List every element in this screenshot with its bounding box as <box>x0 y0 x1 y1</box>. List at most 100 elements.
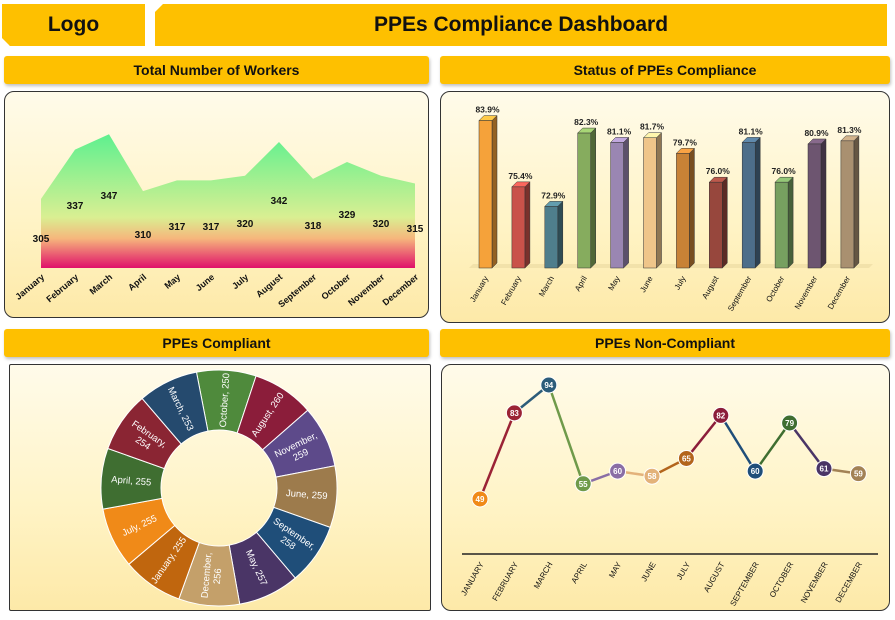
status-bar <box>642 132 663 269</box>
page-title: PPEs Compliance Dashboard <box>373 13 669 36</box>
status-x-tick-label: July <box>673 275 688 292</box>
workers-x-tick-label: February <box>44 272 80 304</box>
workers-x-tick-label: September <box>276 272 318 310</box>
workers-area-series <box>41 134 415 268</box>
noncompliant-point <box>677 449 695 467</box>
status-bar <box>774 176 794 269</box>
noncompliant-point <box>712 406 730 424</box>
workers-data-label: 342 <box>271 196 288 207</box>
status-bar <box>609 136 630 269</box>
noncompliant-data-label: 83 <box>510 409 519 418</box>
noncompliant-section-title: PPEs Non-Compliant <box>594 335 735 351</box>
workers-data-label: 318 <box>305 221 322 232</box>
noncompliant-data-label: 60 <box>751 467 760 476</box>
status-x-tick-label: December <box>826 274 852 311</box>
compliant-slice-label: December,256 <box>200 552 226 600</box>
noncompliant-x-tick-label: NOVEMBER <box>799 560 830 604</box>
noncompliant-line-chart: 49 83 94 55 60 58 65 82 60 79 61 59 JANUARY FEBRUARY M… <box>459 376 878 608</box>
noncompliant-x-tick-label: JULY <box>675 560 693 582</box>
status-x-tick-label: May <box>606 275 621 293</box>
noncompliant-line-segment <box>478 412 516 500</box>
noncompliant-data-label: 60 <box>613 467 622 476</box>
workers-data-label: 317 <box>203 222 220 233</box>
noncompliant-x-tick-label: JANUARY <box>459 560 486 597</box>
noncompliant-point <box>574 475 592 493</box>
noncompliant-x-tick-label: MAY <box>607 560 623 580</box>
status-bar <box>840 135 860 269</box>
status-data-label: 82.3% <box>574 117 599 127</box>
noncompliant-x-tick-label: DECEMBER <box>834 560 865 604</box>
noncompliant-data-label: 49 <box>476 495 485 504</box>
noncompliant-data-label: 65 <box>682 454 691 463</box>
status-bar <box>807 138 827 269</box>
noncompliant-line-segment <box>685 414 722 460</box>
status-x-tick-label: August <box>700 274 721 301</box>
status-x-tick-label: January <box>468 275 490 304</box>
status-data-label: 72.9% <box>541 190 566 200</box>
workers-data-label: 347 <box>101 191 118 202</box>
logo-banner: Logo <box>2 4 145 46</box>
noncompliant-point <box>746 462 764 480</box>
status-bar-chart: 83.9% 75.4% 72.9% 82.3% 81.1% 81.7% 79.7% 76.0%… <box>468 105 873 313</box>
workers-x-tick-label: November <box>346 272 387 308</box>
workers-data-label: 315 <box>407 224 424 235</box>
workers-data-label: 317 <box>169 222 186 233</box>
compliant-chart-panel: October, 250 August, 260 November,259 June,… <box>9 364 431 611</box>
noncompliant-x-tick-label: SEPTEMBER <box>728 560 761 607</box>
status-bar <box>577 127 597 269</box>
status-x-tick-label: June <box>638 274 655 294</box>
workers-x-tick-label: August <box>254 272 284 300</box>
workers-data-label: 320 <box>237 219 254 230</box>
noncompliant-line-segment <box>754 422 791 472</box>
noncompliant-x-tick-label: MARCH <box>532 560 555 590</box>
status-x-tick-label: April <box>573 274 589 293</box>
status-data-label: 75.4% <box>508 171 533 181</box>
status-data-label: 81.1% <box>607 126 632 136</box>
compliant-slice-label: April, 255 <box>111 474 152 488</box>
workers-data-label: 320 <box>373 219 390 230</box>
workers-x-tick-label: April <box>126 272 148 293</box>
noncompliant-point <box>505 404 523 422</box>
noncompliant-point <box>471 490 489 508</box>
compliant-slice-label: October, 250 <box>218 373 232 428</box>
status-x-tick-label: October <box>764 274 786 303</box>
noncompliant-data-label: 61 <box>820 465 829 474</box>
noncompliant-x-tick-label: OCTOBER <box>768 560 796 599</box>
status-bar <box>544 200 564 269</box>
noncompliant-line-segment <box>788 422 825 470</box>
noncompliant-x-tick-label: JUNE <box>639 561 657 584</box>
workers-x-tick-label: June <box>194 272 217 293</box>
noncompliant-x-tick-label: FEBRUARY <box>491 560 521 603</box>
status-bar <box>511 181 531 269</box>
compliant-slice-label: June, 259 <box>285 488 327 502</box>
status-bar <box>675 147 696 269</box>
noncompliant-line-segment <box>719 414 757 472</box>
status-bar <box>708 176 728 269</box>
logo-label: Logo <box>47 13 100 36</box>
status-x-tick-label: September <box>726 274 754 313</box>
workers-x-tick-label: July <box>230 272 250 291</box>
status-data-label: 76.0% <box>706 166 731 176</box>
status-data-label: 79.7% <box>673 137 698 147</box>
workers-x-tick-label: December <box>381 272 421 308</box>
noncompliant-x-tick-label: AUGUST <box>702 560 727 593</box>
status-chart-panel: 83.9% 75.4% 72.9% 82.3% 81.1% 81.7% 79.7% 76.0%… <box>440 91 890 323</box>
workers-chart-panel: 305 337 347 310 317 317 320 342 318 329 320 315 Janu… <box>4 91 429 318</box>
workers-x-tick-label: October <box>319 272 352 302</box>
workers-x-tick-label: May <box>162 272 182 291</box>
status-x-tick-label: March <box>537 275 556 299</box>
status-floor <box>469 264 873 268</box>
noncompliant-point <box>540 376 558 394</box>
noncompliant-x-tick-label: APRIL <box>570 560 590 585</box>
workers-x-tick-label: March <box>88 272 115 297</box>
workers-data-label: 305 <box>33 234 50 245</box>
workers-area-chart: 305 337 347 310 317 317 320 342 318 329 320 315 Janu… <box>13 134 424 310</box>
noncompliant-chart-panel: 49 83 94 55 60 58 65 82 60 79 61 59 JANUARY FEBRUARY M… <box>441 364 890 611</box>
noncompliant-data-label: 59 <box>854 470 863 479</box>
noncompliant-data-label: 58 <box>648 472 657 481</box>
status-x-tick-label: February <box>499 275 523 307</box>
compliant-donut-chart: October, 250 August, 260November,259June,… <box>100 369 338 607</box>
status-data-label: 81.1% <box>739 126 764 136</box>
status-data-label: 81.3% <box>837 125 862 135</box>
compliant-section-banner: PPEs Compliant <box>4 329 429 357</box>
